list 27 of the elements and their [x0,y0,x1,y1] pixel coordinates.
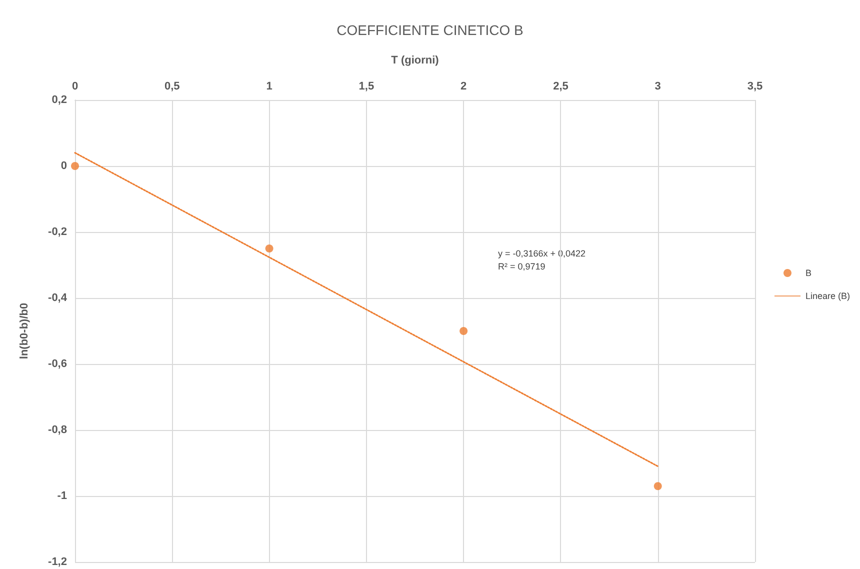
y-tick-label: 0,2 [52,94,67,106]
x-tick-label: 1 [266,80,272,92]
point [265,244,274,252]
point [71,162,79,170]
annotation: y = -0,3166x + 0,0422 [498,248,586,258]
point [460,327,468,335]
x-tick-label: 0,5 [164,80,180,92]
y-tick-label: -1 [57,490,67,502]
point [654,482,662,490]
y-tick-label: 0 [60,160,67,172]
annotation: R² = 0,9719 [498,262,546,272]
x-tick-label: 0 [72,80,78,92]
legend-label: B [805,268,812,278]
y-tick-label: -0,8 [48,424,67,436]
x-tick-label: 1,5 [358,80,374,92]
x-tick-label: 2 [460,80,467,92]
y-tick-label: -0,2 [48,226,67,238]
chart-title: COEFFICIENTE CINETICO B [336,22,524,38]
y-tick-label: -1,2 [48,556,67,568]
x-tick-label: 3,5 [747,80,763,92]
x-axis-title: T (giorni) [391,54,440,66]
y-tick-label: -0,4 [48,292,68,304]
x-tick-label: 2,5 [553,80,568,92]
y-tick-label: -0,6 [48,358,67,370]
x-tick-label: 3 [654,80,661,92]
legend-label: Lineare (B) [805,291,850,301]
y-axis-title: ln(b0-b)/b0 [18,302,30,360]
